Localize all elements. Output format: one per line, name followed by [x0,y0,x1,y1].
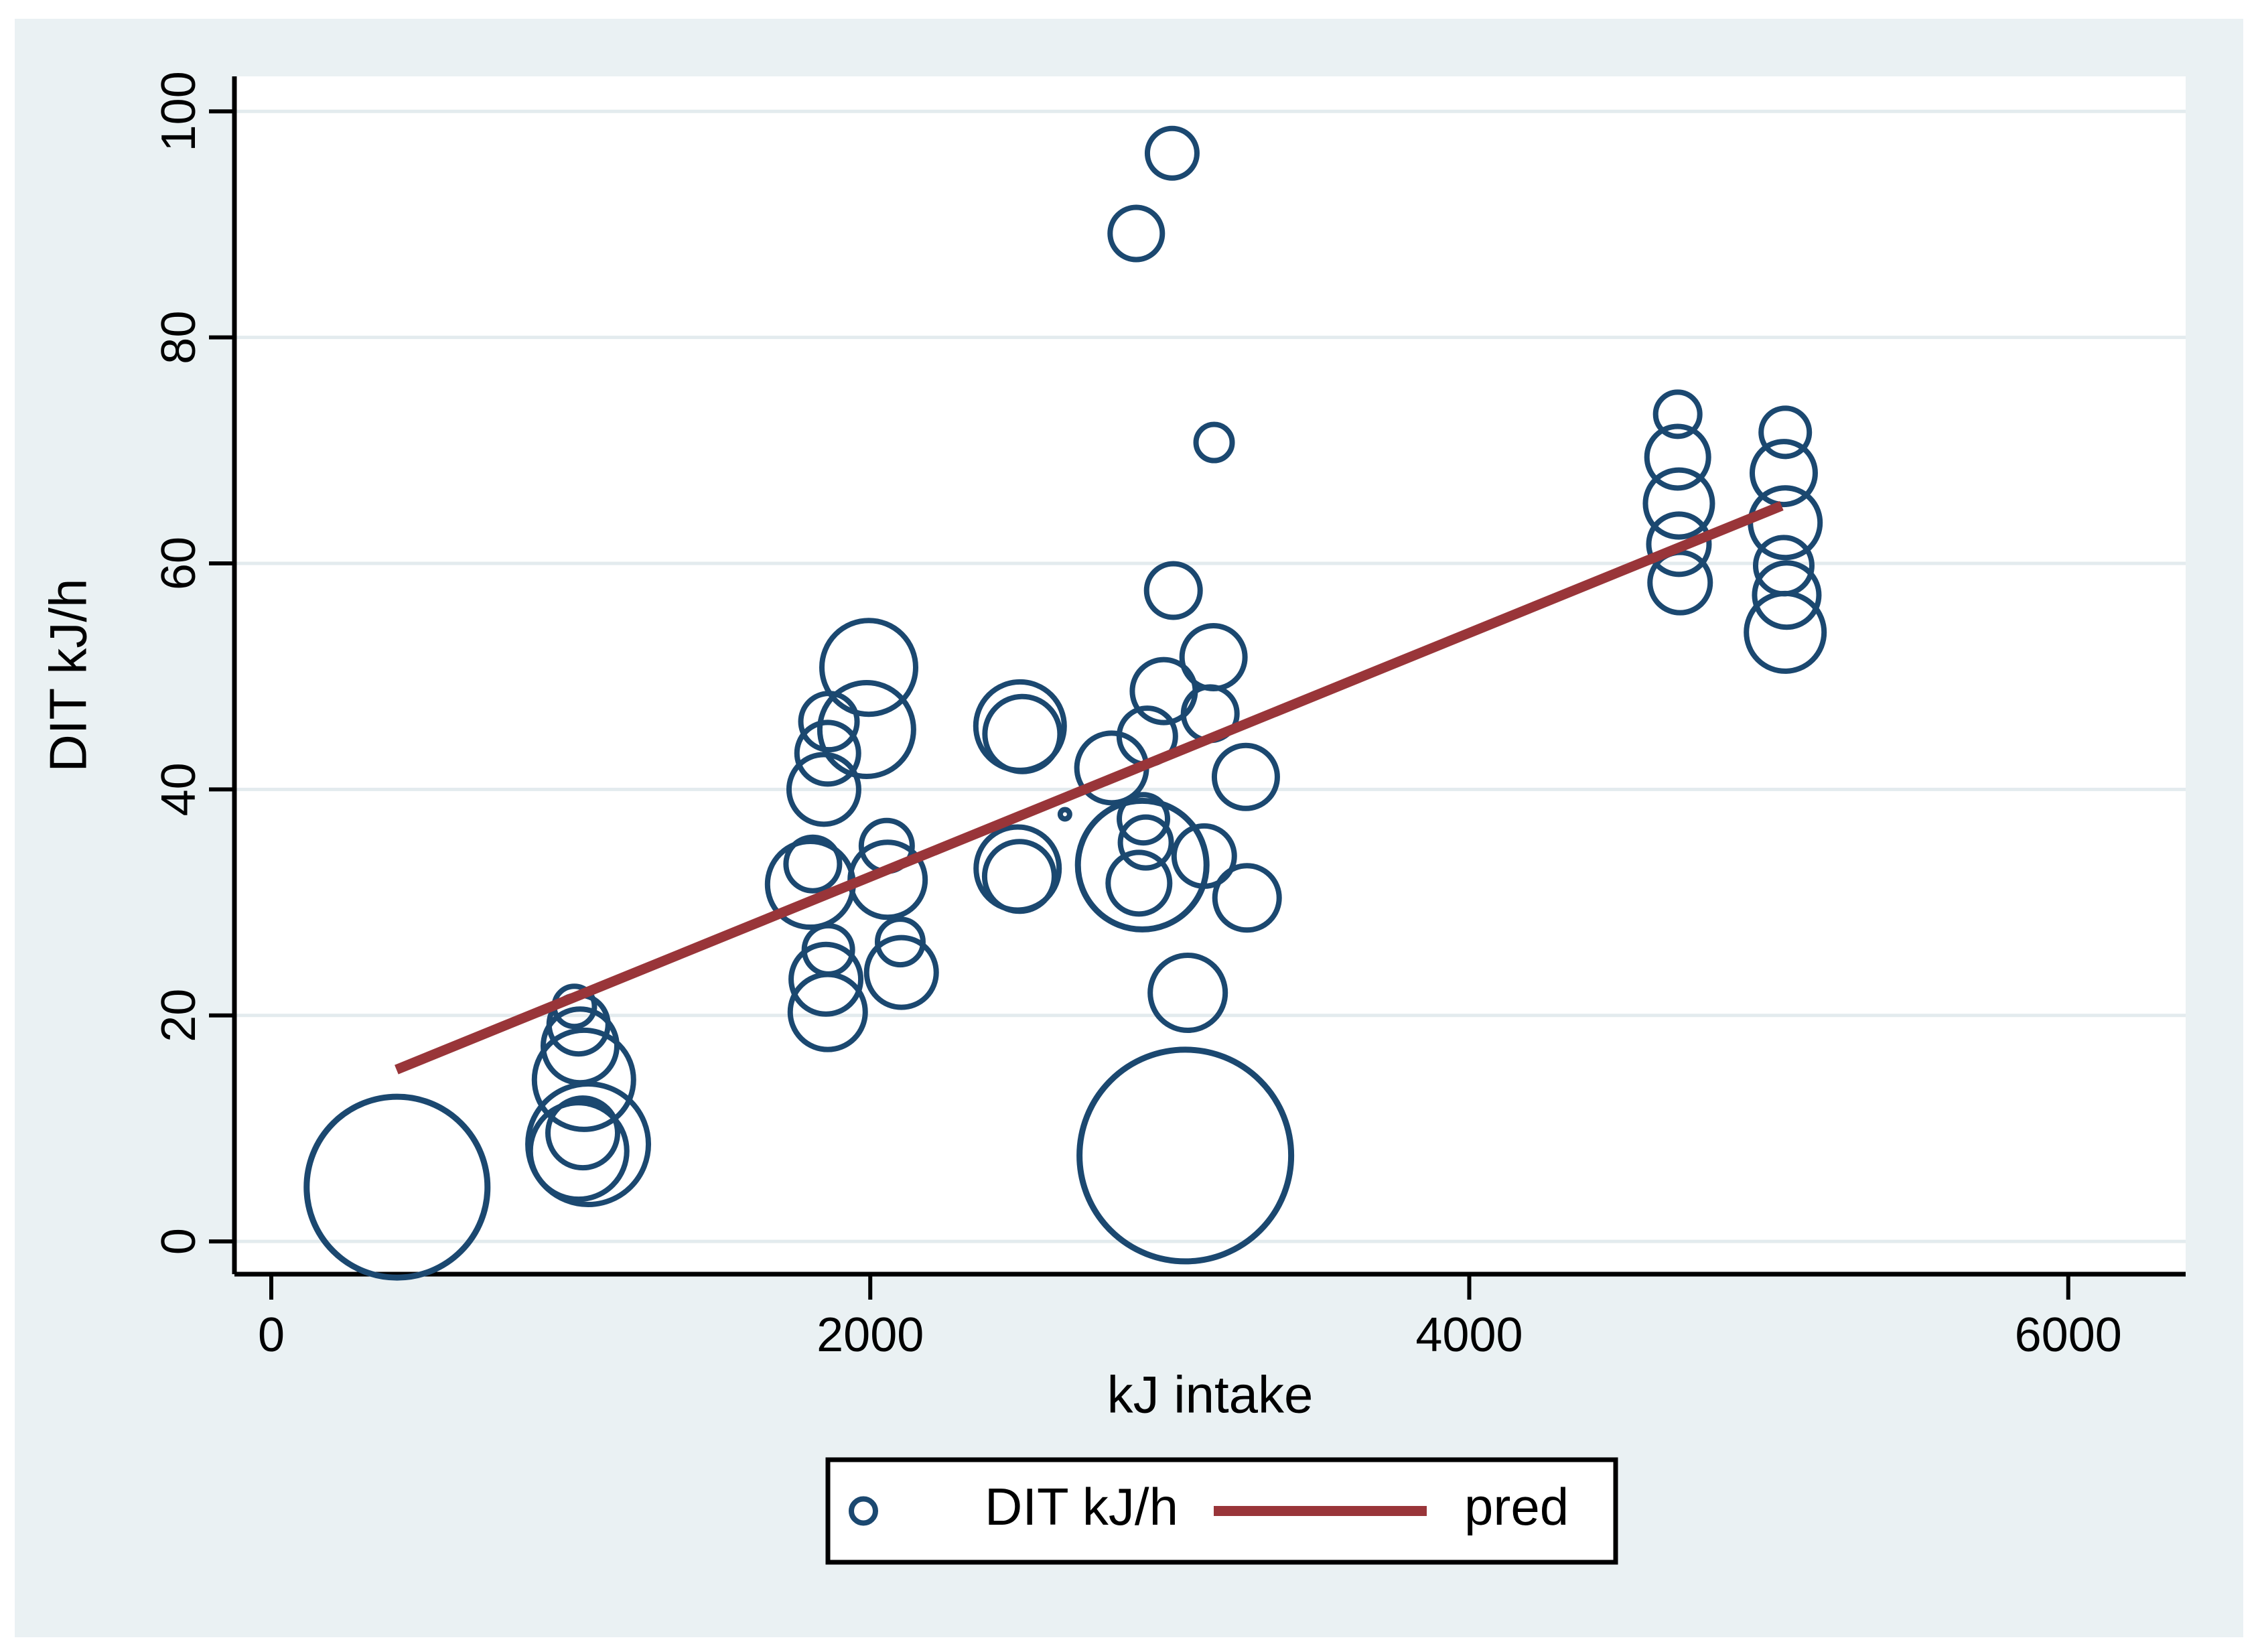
plot-area [234,76,2186,1274]
bubble-marker [1193,421,1235,464]
y-tick-label: 100 [152,71,206,151]
x-tick-label: 2000 [817,1308,924,1362]
bubble-marker [1117,792,1171,846]
bubble-marker [817,679,916,779]
x-axis-title: kJ intake [1107,1365,1314,1424]
bubble-marker [1147,952,1228,1033]
bubble-marker [1057,807,1072,822]
bubble-marker [1642,467,1715,540]
bubble-marker [1117,814,1174,871]
bubble-marker [1749,439,1818,508]
y-tick-label: 40 [152,762,206,816]
y-tick-label: 0 [152,1228,206,1255]
bubble-marker [787,971,868,1052]
bubble-marker [1211,742,1280,811]
bubble-marker [527,1100,630,1202]
y-tick-label: 80 [152,311,206,364]
bubble-marker [303,1093,491,1281]
bubble-marker [531,1027,636,1132]
legend-label-pred: pred [1464,1477,1569,1536]
bubble-marker [545,1095,621,1171]
legend-label-dit: DIT kJ/h [985,1477,1178,1536]
bubble-marker [981,839,1057,914]
bubble-marker [1758,405,1813,460]
bubble-marker [1076,1046,1295,1265]
bubble-marker [1646,511,1712,577]
bubble-marker [525,1081,652,1208]
bubble-marker [1144,125,1200,181]
x-tick-label: 0 [258,1308,285,1362]
bubble-marker [1752,560,1822,630]
pred-line [395,501,1784,1075]
bubble-marker [786,752,861,827]
bubble-marker [788,941,864,1017]
bubble-marker [1107,204,1166,263]
x-tick-label: 4000 [1415,1308,1523,1362]
bubble-marker [819,618,919,717]
y-axis-title: DIT kJ/h [39,579,98,772]
y-tick-label: 20 [152,989,206,1042]
bubble-marker [1212,863,1282,933]
bubble-marker [1171,823,1237,889]
bubble-marker [982,693,1063,774]
bubble-marker [1074,797,1210,933]
bubble-marker [794,719,861,787]
bubble-marker [783,834,843,894]
bubble-marker [863,935,939,1010]
y-tick-label: 60 [152,537,206,590]
bubble-marker [1652,389,1703,439]
legend-circle-marker-icon [849,1496,878,1526]
bubble-marker [1744,590,1827,674]
bubble-marker [1143,561,1203,620]
bubble-marker [1644,423,1711,491]
x-tick-label: 6000 [2015,1308,2122,1362]
bubble-marker [798,691,860,753]
bubble-marker [1105,849,1173,917]
